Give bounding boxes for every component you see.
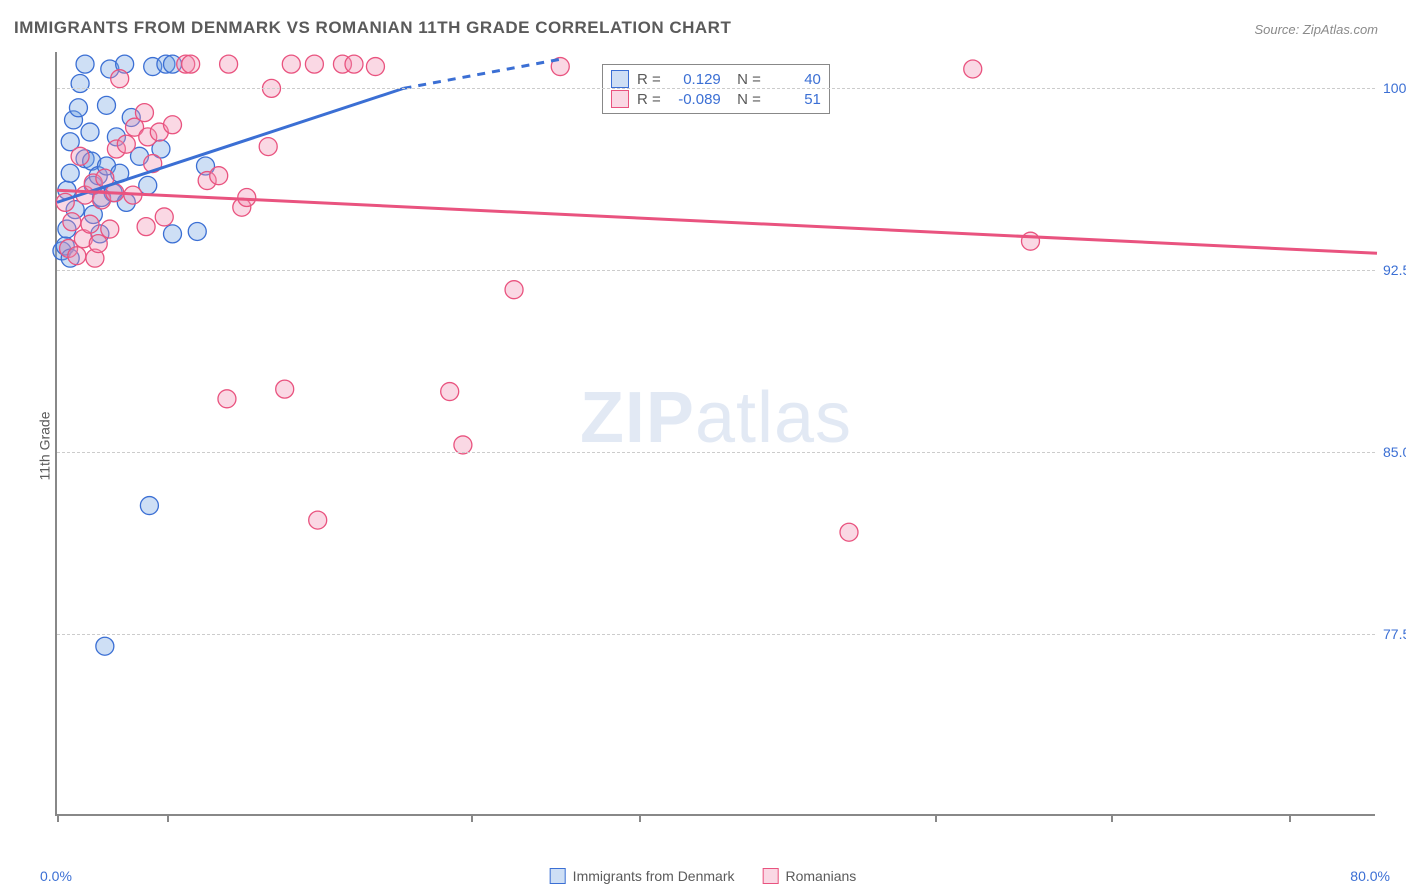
gridline xyxy=(57,270,1375,271)
data-point-denmark xyxy=(188,222,206,240)
data-point-romanian xyxy=(282,55,300,73)
bottom-legend-item-romanian: Romanians xyxy=(762,868,856,884)
legend-series-name: Romanians xyxy=(785,868,856,884)
data-point-romanian xyxy=(840,523,858,541)
data-point-denmark xyxy=(96,637,114,655)
x-axis-max-label: 80.0% xyxy=(1350,868,1390,884)
data-point-denmark xyxy=(81,123,99,141)
data-point-romanian xyxy=(63,213,81,231)
data-point-denmark xyxy=(76,55,94,73)
stat-legend-row-romanian: R = -0.089 N = 51 xyxy=(611,89,821,109)
chart-svg xyxy=(57,52,1375,814)
trend-line-romanian xyxy=(57,190,1377,253)
r-label: R = xyxy=(637,91,661,108)
y-axis-title: 11th Grade xyxy=(37,411,53,480)
x-tick xyxy=(935,814,937,822)
data-point-denmark xyxy=(98,96,116,114)
data-point-romanian xyxy=(81,215,99,233)
x-tick xyxy=(471,814,473,822)
data-point-denmark xyxy=(140,497,158,515)
gridline xyxy=(57,452,1375,453)
data-point-denmark xyxy=(164,225,182,243)
data-point-romanian xyxy=(345,55,363,73)
data-point-romanian xyxy=(101,220,119,238)
r-label: R = xyxy=(637,71,661,88)
data-point-romanian xyxy=(220,55,238,73)
data-point-romanian xyxy=(155,208,173,226)
plot-area: ZIPatlas R =0.129 N =40R =-0.089 N =51 1… xyxy=(55,52,1375,816)
data-point-romanian xyxy=(117,135,135,153)
data-point-romanian xyxy=(305,55,323,73)
y-tick-label: 100.0% xyxy=(1377,80,1406,96)
data-point-romanian xyxy=(1022,232,1040,250)
data-point-denmark xyxy=(71,75,89,93)
data-point-romanian xyxy=(71,147,89,165)
data-point-romanian xyxy=(964,60,982,78)
gridline xyxy=(57,634,1375,635)
data-point-romanian xyxy=(505,281,523,299)
legend-swatch-icon xyxy=(611,70,629,88)
chart-title: IMMIGRANTS FROM DENMARK VS ROMANIAN 11TH… xyxy=(14,18,731,38)
legend-swatch-icon xyxy=(762,868,778,884)
n-label: N = xyxy=(729,91,761,108)
data-point-romanian xyxy=(366,58,384,76)
data-point-romanian xyxy=(68,247,86,265)
bottom-legend-item-denmark: Immigrants from Denmark xyxy=(550,868,735,884)
data-point-romanian xyxy=(164,116,182,134)
data-point-romanian xyxy=(210,167,228,185)
data-point-romanian xyxy=(441,383,459,401)
data-point-denmark xyxy=(61,164,79,182)
n-value: 40 xyxy=(769,71,821,88)
data-point-romanian xyxy=(259,138,277,156)
data-point-romanian xyxy=(135,104,153,122)
x-tick xyxy=(1289,814,1291,822)
data-point-romanian xyxy=(137,218,155,236)
r-value: -0.089 xyxy=(669,91,721,108)
data-point-romanian xyxy=(218,390,236,408)
r-value: 0.129 xyxy=(669,71,721,88)
legend-series-name: Immigrants from Denmark xyxy=(573,868,735,884)
data-point-romanian xyxy=(111,70,129,88)
y-tick-label: 85.0% xyxy=(1377,444,1406,460)
x-tick xyxy=(1111,814,1113,822)
data-point-romanian xyxy=(276,380,294,398)
y-tick-label: 92.5% xyxy=(1377,262,1406,278)
legend-swatch-icon xyxy=(611,90,629,108)
trend-line-dash-denmark xyxy=(404,59,561,88)
data-point-denmark xyxy=(69,99,87,117)
x-tick xyxy=(57,814,59,822)
y-tick-label: 77.5% xyxy=(1377,626,1406,642)
x-tick xyxy=(167,814,169,822)
stat-legend-row-denmark: R = 0.129 N = 40 xyxy=(611,69,821,89)
bottom-legend: Immigrants from Denmark Romanians xyxy=(550,868,857,884)
data-point-romanian xyxy=(182,55,200,73)
data-point-romanian xyxy=(89,235,107,253)
n-value: 51 xyxy=(769,91,821,108)
x-tick xyxy=(639,814,641,822)
x-axis-min-label: 0.0% xyxy=(40,868,72,884)
data-point-romanian xyxy=(309,511,327,529)
source-attribution: Source: ZipAtlas.com xyxy=(1254,22,1378,37)
gridline xyxy=(57,88,1375,89)
legend-swatch-icon xyxy=(550,868,566,884)
n-label: N = xyxy=(729,71,761,88)
